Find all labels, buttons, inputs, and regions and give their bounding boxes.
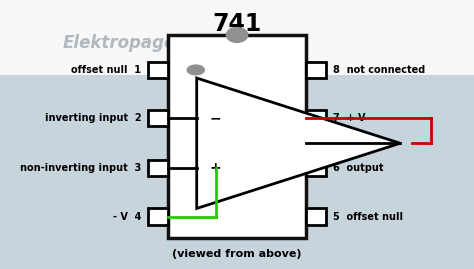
Text: (viewed from above): (viewed from above) bbox=[172, 249, 302, 259]
Bar bbox=[168, 35, 306, 238]
Text: Elektropage.com: Elektropage.com bbox=[63, 34, 221, 52]
Text: 6  output: 6 output bbox=[333, 163, 383, 173]
Text: inverting input  2: inverting input 2 bbox=[45, 113, 141, 123]
Bar bbox=[306, 160, 326, 176]
Bar bbox=[306, 62, 326, 78]
Bar bbox=[306, 110, 326, 126]
Text: 8  not connected: 8 not connected bbox=[333, 65, 425, 75]
Polygon shape bbox=[197, 78, 400, 208]
Bar bbox=[0, 75, 474, 269]
Text: +: + bbox=[210, 161, 221, 175]
Bar bbox=[148, 62, 168, 78]
Text: non-inverting input  3: non-inverting input 3 bbox=[20, 163, 141, 173]
Text: offset null  1: offset null 1 bbox=[71, 65, 141, 75]
Text: 8-pin DIL (Dual In Line): 8-pin DIL (Dual In Line) bbox=[169, 45, 305, 55]
Bar bbox=[306, 208, 326, 225]
Text: −: − bbox=[210, 111, 221, 125]
Text: - V  4: - V 4 bbox=[113, 211, 141, 222]
Text: 741: 741 bbox=[212, 12, 262, 36]
Bar bbox=[148, 208, 168, 225]
Ellipse shape bbox=[227, 28, 247, 43]
Text: 7  + V: 7 + V bbox=[333, 113, 365, 123]
Bar bbox=[148, 160, 168, 176]
Bar bbox=[148, 110, 168, 126]
Circle shape bbox=[187, 65, 204, 75]
Text: 5  offset null: 5 offset null bbox=[333, 211, 403, 222]
